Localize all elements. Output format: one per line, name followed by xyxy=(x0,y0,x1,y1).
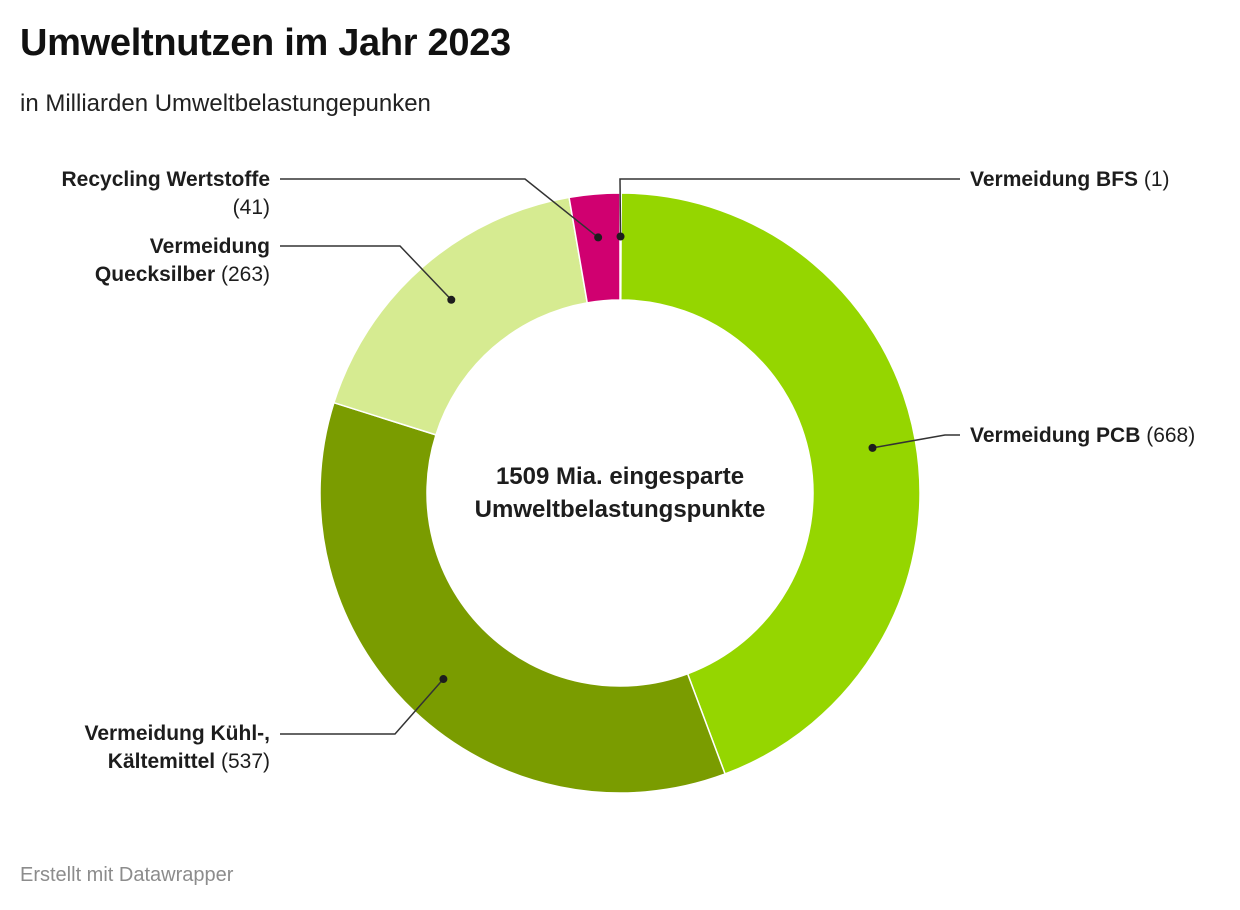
connector-recycling-wertstoffe xyxy=(280,178,599,239)
slice-vermeidung-quecksilber[interactable] xyxy=(332,196,589,436)
connector-vermeidung-bfs xyxy=(619,178,960,237)
connector-dot-vermeidung-pcb xyxy=(868,443,877,452)
label-vermeidung-pcb: Vermeidung PCB (668) xyxy=(970,424,1195,447)
connector-vermeidung-kuehl-kaeltemittel xyxy=(280,678,444,735)
connector-vermeidung-quecksilber xyxy=(280,245,452,301)
connector-vermeidung-pcb xyxy=(872,434,960,449)
center-label-line-2: Umweltbelastungspunkte xyxy=(475,496,766,523)
slice-recycling-wertstoffe[interactable] xyxy=(568,192,621,304)
connector-dot-vermeidung-bfs xyxy=(616,232,625,241)
chart-subtitle: in Milliarden Umweltbelastungepunken xyxy=(20,90,431,117)
label-vermeidung-quecksilber: Vermeidung Quecksilber (263) xyxy=(95,235,270,286)
connector-dot-vermeidung-quecksilber xyxy=(447,295,456,304)
label-vermeidung-kuehl-kaeltemittel: Vermeidung Kühl-, Kältemittel (537) xyxy=(84,722,270,773)
slice-vermeidung-pcb[interactable] xyxy=(620,192,921,775)
connector-dot-recycling-wertstoffe xyxy=(594,233,603,242)
center-label-line-1: 1509 Mia. eingesparte xyxy=(496,463,744,490)
label-recycling-wertstoffe: Recycling Wertstoffe (41) xyxy=(62,168,271,219)
label-vermeidung-bfs: Vermeidung BFS (1) xyxy=(970,168,1170,191)
chart-title: Umweltnutzen im Jahr 2023 xyxy=(20,22,511,64)
connector-dot-vermeidung-kuehl-kaeltemittel xyxy=(439,675,448,684)
slice-vermeidung-kuehl-kaeltemittel[interactable] xyxy=(319,401,727,794)
footer-credit: Erstellt mit Datawrapper xyxy=(20,864,234,886)
